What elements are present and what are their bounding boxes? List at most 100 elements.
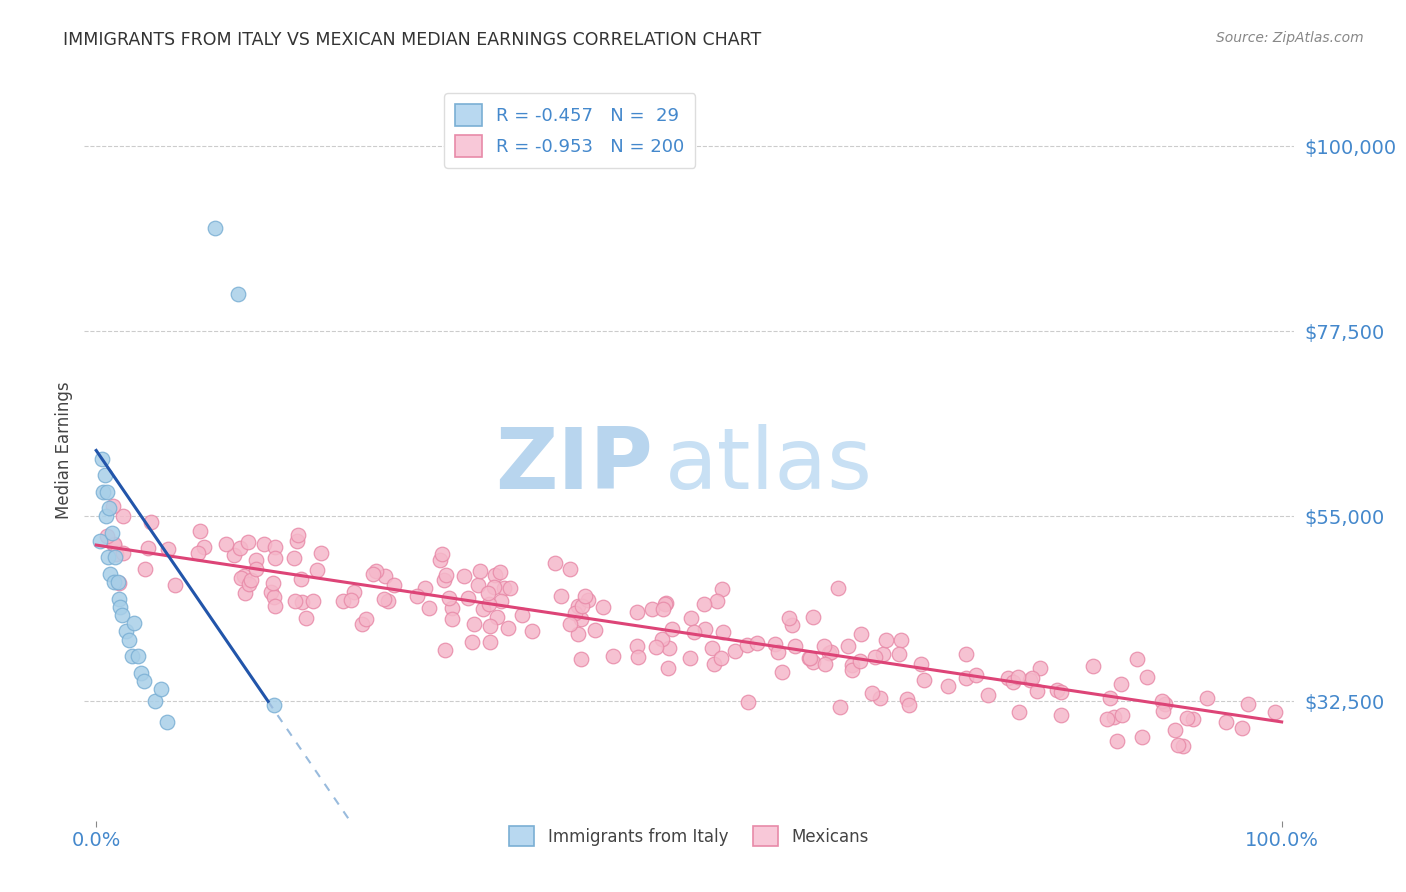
Point bbox=[1164, 723, 1187, 737]
Point bbox=[486, 610, 509, 624]
Point bbox=[453, 569, 475, 583]
Text: Source: ZipAtlas.com: Source: ZipAtlas.com bbox=[1216, 31, 1364, 45]
Point bbox=[860, 686, 883, 700]
Point bbox=[263, 591, 285, 605]
Point bbox=[872, 648, 894, 662]
Point bbox=[295, 611, 318, 625]
Point bbox=[766, 645, 789, 659]
Point bbox=[165, 577, 187, 591]
Point bbox=[1264, 705, 1286, 719]
Point bbox=[187, 546, 209, 560]
Point bbox=[437, 591, 460, 606]
Point bbox=[778, 610, 800, 624]
Point bbox=[122, 616, 145, 631]
Point bbox=[1049, 685, 1071, 699]
Point bbox=[890, 633, 912, 648]
Point bbox=[467, 578, 489, 592]
Point bbox=[499, 581, 522, 595]
Point bbox=[955, 647, 977, 661]
Point bbox=[711, 625, 734, 640]
Point bbox=[569, 652, 592, 666]
Point bbox=[955, 672, 977, 686]
Point bbox=[571, 599, 593, 614]
Point bbox=[801, 610, 824, 624]
Point bbox=[841, 657, 863, 672]
Point bbox=[693, 622, 716, 636]
Point bbox=[156, 714, 179, 729]
Point bbox=[837, 639, 859, 653]
Point bbox=[121, 649, 143, 664]
Point bbox=[1105, 734, 1128, 748]
Point bbox=[1130, 730, 1153, 744]
Point bbox=[602, 648, 624, 663]
Point bbox=[233, 569, 256, 583]
Point bbox=[567, 599, 589, 614]
Point bbox=[262, 576, 284, 591]
Point bbox=[654, 596, 676, 610]
Point bbox=[799, 651, 821, 665]
Point bbox=[1150, 694, 1173, 708]
Point bbox=[592, 600, 614, 615]
Point bbox=[567, 627, 589, 641]
Point bbox=[361, 566, 384, 581]
Point bbox=[544, 557, 567, 571]
Point bbox=[735, 638, 758, 652]
Point bbox=[661, 623, 683, 637]
Point bbox=[309, 546, 332, 560]
Point bbox=[283, 551, 305, 566]
Point bbox=[301, 593, 323, 607]
Point bbox=[1215, 715, 1237, 730]
Text: IMMIGRANTS FROM ITALY VS MEXICAN MEDIAN EARNINGS CORRELATION CHART: IMMIGRANTS FROM ITALY VS MEXICAN MEDIAN … bbox=[63, 31, 762, 49]
Point bbox=[107, 575, 129, 590]
Point bbox=[626, 639, 648, 653]
Point bbox=[703, 657, 725, 671]
Point bbox=[770, 665, 793, 679]
Point bbox=[658, 640, 681, 655]
Point bbox=[496, 621, 519, 635]
Point bbox=[429, 553, 451, 567]
Point bbox=[129, 665, 152, 680]
Point bbox=[1019, 673, 1042, 688]
Point bbox=[332, 594, 354, 608]
Point bbox=[440, 612, 463, 626]
Point bbox=[1049, 707, 1071, 722]
Point bbox=[108, 576, 131, 591]
Point bbox=[94, 509, 117, 524]
Point bbox=[470, 564, 492, 578]
Point bbox=[851, 627, 873, 641]
Point bbox=[118, 632, 141, 647]
Point bbox=[127, 649, 149, 664]
Point bbox=[98, 501, 121, 516]
Point bbox=[418, 600, 440, 615]
Point bbox=[1097, 712, 1119, 726]
Point bbox=[558, 561, 581, 575]
Point bbox=[264, 599, 287, 613]
Point bbox=[482, 580, 505, 594]
Point bbox=[681, 611, 703, 625]
Point bbox=[259, 584, 281, 599]
Point bbox=[238, 576, 260, 591]
Point bbox=[1152, 704, 1174, 718]
Point bbox=[374, 568, 396, 582]
Point bbox=[1236, 697, 1258, 711]
Point bbox=[215, 536, 238, 550]
Point bbox=[724, 644, 747, 658]
Point bbox=[813, 639, 835, 653]
Point bbox=[488, 566, 510, 580]
Point bbox=[354, 612, 377, 626]
Point bbox=[801, 655, 824, 669]
Point bbox=[343, 585, 366, 599]
Point bbox=[1111, 708, 1133, 723]
Point bbox=[1154, 697, 1177, 711]
Point bbox=[576, 593, 599, 607]
Point bbox=[863, 650, 886, 665]
Point bbox=[897, 698, 920, 712]
Point bbox=[683, 625, 706, 640]
Point bbox=[711, 582, 734, 596]
Point bbox=[107, 591, 129, 606]
Point bbox=[818, 646, 841, 660]
Point bbox=[104, 550, 127, 565]
Point bbox=[366, 564, 388, 578]
Point bbox=[430, 548, 453, 562]
Point bbox=[489, 593, 512, 607]
